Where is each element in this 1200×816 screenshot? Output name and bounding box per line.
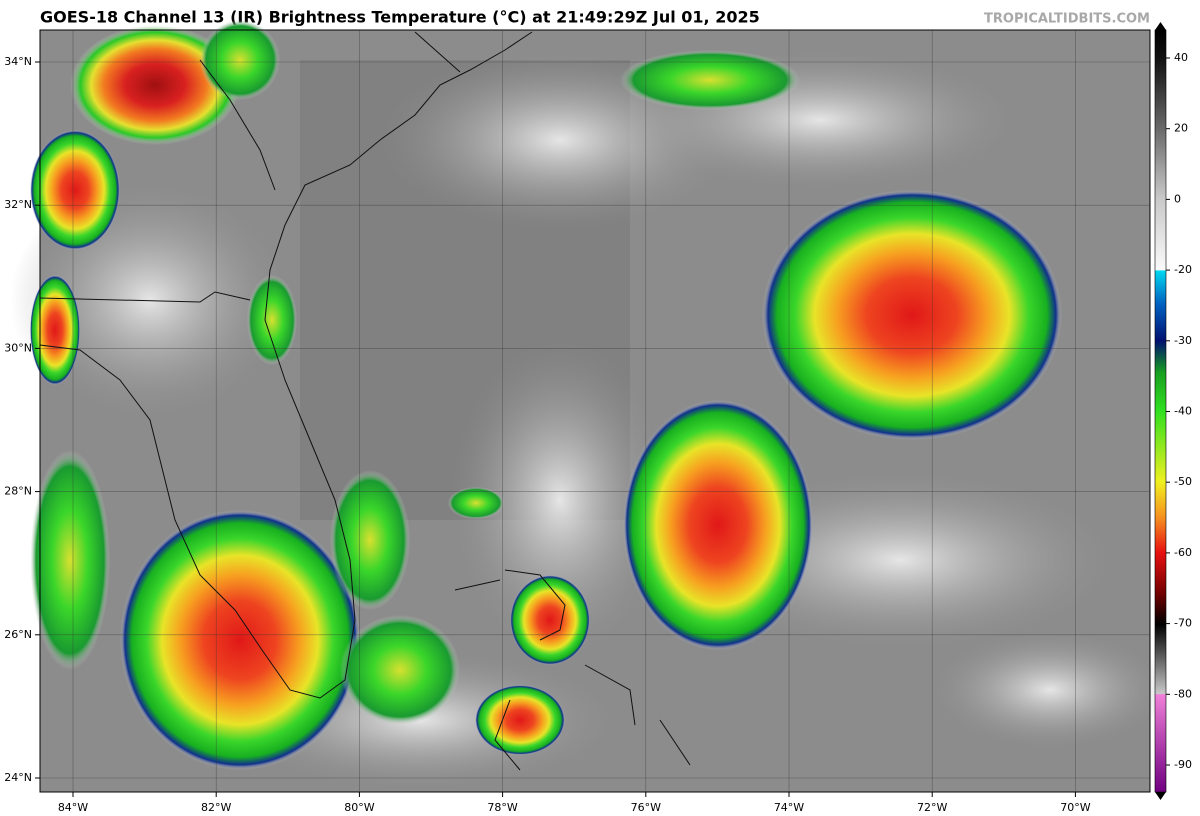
lon-label: 70°W <box>1060 801 1090 814</box>
storm-cell <box>448 487 504 519</box>
island <box>454 569 691 771</box>
storm-cell <box>623 400 813 650</box>
colorbar-label: -80 <box>1174 687 1192 700</box>
storm-cell <box>762 190 1062 440</box>
colorbar <box>1154 29 1167 793</box>
map-frame <box>39 29 1151 793</box>
colorbar-label: 0 <box>1174 192 1181 205</box>
storm-cell <box>247 275 297 365</box>
colorbar-label: 40 <box>1174 51 1188 64</box>
colorbar-label: -40 <box>1174 405 1192 418</box>
cloud <box>930 630 1170 750</box>
watermark: TROPICALTIDBITS.COM <box>984 12 1150 27</box>
storm-cell <box>30 130 120 250</box>
state-border <box>199 31 461 191</box>
lon-label: 74°W <box>774 801 804 814</box>
satellite-image <box>10 20 1170 792</box>
lon-label: 76°W <box>631 801 661 814</box>
state-border <box>39 291 251 303</box>
lat-label: 28°N <box>4 485 32 498</box>
colorbar-label: -60 <box>1174 546 1192 559</box>
colorbar-label: -70 <box>1174 617 1192 630</box>
storm-cell <box>330 470 410 610</box>
colorbar-label: -30 <box>1174 334 1192 347</box>
colorbar-label: -20 <box>1174 263 1192 276</box>
lon-label: 82°W <box>201 801 231 814</box>
lat-label: 32°N <box>4 198 32 211</box>
storm-cell <box>30 275 80 385</box>
storm-cell <box>510 575 590 665</box>
lon-label: 80°W <box>344 801 374 814</box>
lon-label: 72°W <box>917 801 947 814</box>
lat-label: 34°N <box>4 55 32 68</box>
lon-label: 78°W <box>487 801 517 814</box>
lat-label: 24°N <box>4 771 32 784</box>
colorbar-label: -50 <box>1174 475 1192 488</box>
storm-cell <box>340 615 460 725</box>
storm-cell <box>30 450 110 670</box>
cloud <box>450 340 670 660</box>
lat-label: 26°N <box>4 628 32 641</box>
storm-cell <box>620 50 800 110</box>
storm-cell <box>475 685 565 755</box>
storm-cell <box>120 510 360 770</box>
lat-label: 30°N <box>4 341 32 354</box>
coastline <box>39 31 533 699</box>
storm-cell <box>200 20 280 100</box>
title: GOES-18 Channel 13 (IR) Brightness Tempe… <box>40 8 760 27</box>
storm-cell <box>70 25 240 145</box>
colorbar-label: -90 <box>1174 758 1192 771</box>
lon-label: 84°W <box>58 801 88 814</box>
colorbar-label: 20 <box>1174 122 1188 135</box>
